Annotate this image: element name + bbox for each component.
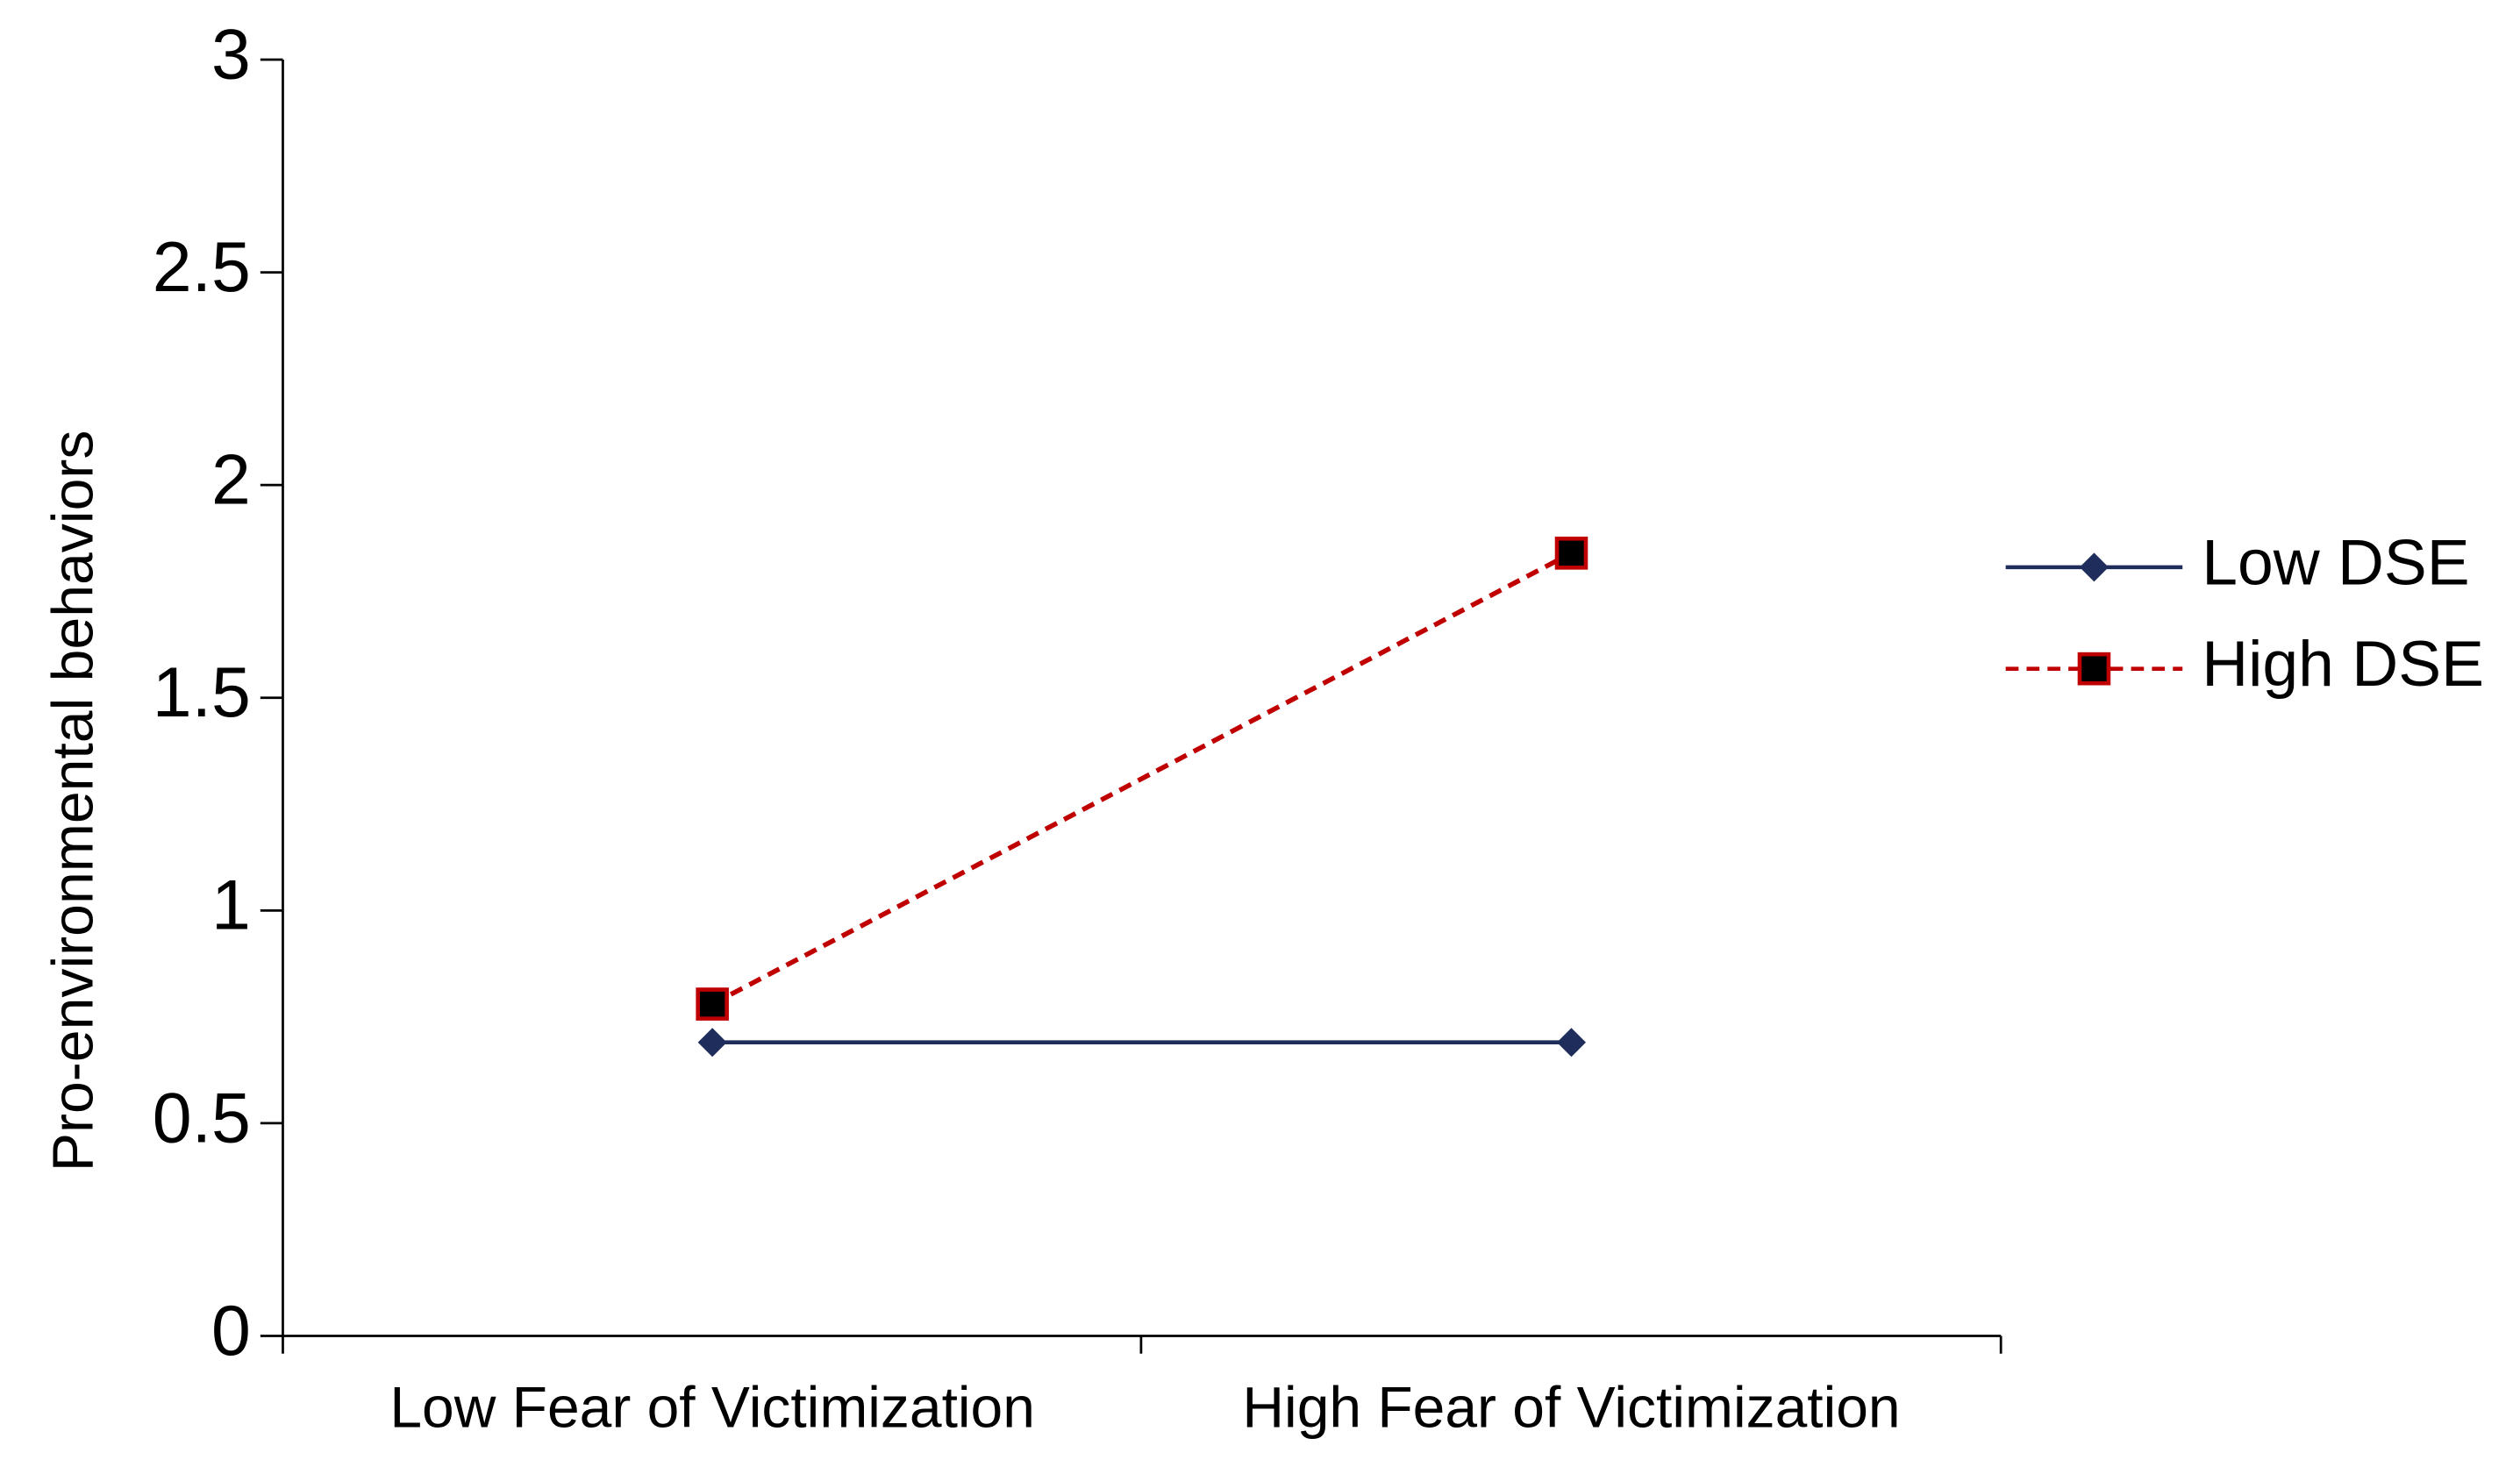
data-point [1554, 536, 1588, 570]
data-point [1557, 1028, 1586, 1058]
y-tick-label: 1.5 [153, 653, 251, 732]
data-point [696, 987, 729, 1021]
data-point [697, 1028, 727, 1058]
y-tick-label: 0 [211, 1292, 251, 1371]
series-line [710, 551, 1573, 1007]
y-axis-title: Pro-environmental behaviors [39, 431, 104, 1172]
x-tick-label: High Fear of Victimization [1242, 1374, 1900, 1439]
legend-marker [2077, 652, 2111, 686]
y-tick-label: 1 [211, 866, 251, 945]
y-tick-label: 2.5 [153, 228, 251, 307]
y-tick-label: 3 [211, 15, 251, 94]
legend-marker [2079, 552, 2109, 582]
legend-label: High DSE [2202, 628, 2484, 700]
y-tick-label: 2 [211, 440, 251, 519]
y-tick-label: 0.5 [153, 1079, 251, 1157]
legend-label: Low DSE [2202, 526, 2469, 598]
x-tick-label: Low Fear of Victimization [389, 1374, 1035, 1439]
